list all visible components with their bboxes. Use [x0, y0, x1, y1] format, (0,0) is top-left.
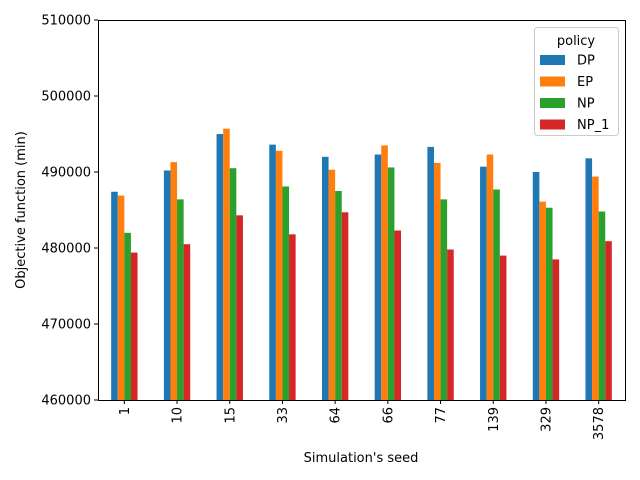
bar-np-seed-15: [229, 168, 237, 400]
bar-np-1-seed-66: [394, 230, 402, 400]
bar-dp-seed-329: [532, 172, 540, 400]
bar-np-seed-1: [124, 232, 131, 400]
x-tick-label: 77: [434, 407, 449, 424]
x-tick-label: 15: [223, 407, 238, 424]
bar-ep-seed-3578: [592, 176, 599, 400]
bar-ep-seed-10: [170, 162, 178, 400]
bar-np-1-seed-64: [341, 212, 349, 400]
legend-swatch-dp: [540, 55, 565, 65]
legend-label-dp: DP: [577, 54, 595, 69]
y-tick-label: 470000: [41, 318, 91, 333]
bar-np-seed-77: [440, 199, 448, 400]
x-tick-label: 3578: [592, 407, 607, 440]
bar-np-1-seed-33: [289, 234, 296, 400]
legend-frame: [534, 27, 619, 136]
legend-items: DP EP NP NP_1: [540, 54, 609, 133]
bar-dp-seed-139: [480, 166, 487, 400]
bar-np-1-seed-77: [447, 249, 454, 400]
legend-swatch-ep: [540, 76, 565, 87]
y-tick-label: 510000: [41, 14, 91, 29]
bar-np-1-seed-10: [183, 244, 191, 400]
legend-title: policy: [557, 34, 596, 49]
bar-np-seed-10: [177, 199, 184, 400]
plot-area-frame: [98, 20, 626, 401]
y-tick-label: 490000: [41, 166, 91, 181]
legend: policy DP EP NP NP_1: [534, 27, 619, 136]
bar-np-1-seed-15: [236, 215, 243, 400]
bar-dp-seed-10: [163, 170, 171, 400]
x-tick-label: 10: [171, 407, 186, 424]
bar-np-1-seed-139: [499, 255, 507, 400]
x-tick-label: 33: [276, 407, 291, 424]
y-axis: 460000 470000 480000 490000 500000 510000: [41, 14, 98, 409]
x-axis-label: Simulation's seed: [304, 451, 419, 466]
bar-np-seed-139: [493, 189, 500, 400]
x-axis: 1 10 15 33 64 66 77 139 329 3578: [118, 400, 607, 440]
bar-np-seed-33: [282, 186, 290, 400]
bar-dp-seed-33: [269, 144, 276, 400]
bar-dp-seed-15: [216, 134, 224, 400]
legend-label-np: NP: [577, 97, 595, 112]
bar-np-1-seed-1: [130, 252, 138, 400]
bar-np-1-seed-329: [552, 259, 560, 400]
bar-ep-seed-64: [328, 169, 336, 400]
bar-dp-seed-77: [427, 146, 434, 400]
legend-label-ep: EP: [577, 75, 593, 90]
y-tick-label: 460000: [41, 394, 91, 409]
bar-np-seed-64: [335, 191, 342, 400]
bar-ep-seed-139: [486, 154, 494, 400]
x-tick-label: 329: [539, 407, 554, 432]
bar-np-seed-329: [545, 207, 553, 400]
bar-dp-seed-66: [374, 154, 382, 400]
x-tick-label: 139: [487, 407, 502, 432]
bar-ep-seed-33: [275, 150, 283, 400]
bar-ep-seed-1: [117, 195, 125, 400]
bars-layer: [111, 128, 612, 400]
y-tick-label: 500000: [41, 90, 91, 105]
bar-ep-seed-77: [433, 162, 441, 400]
x-tick-label: 66: [381, 407, 396, 424]
bar-np-1-seed-3578: [605, 241, 612, 400]
legend-label-np-1: NP_1: [577, 118, 609, 133]
bar-dp-seed-64: [321, 156, 329, 400]
legend-swatch-np-1: [540, 119, 565, 130]
y-axis-label: Objective function (min): [14, 131, 29, 289]
bar-ep-seed-15: [223, 128, 230, 400]
bar-ep-seed-329: [539, 201, 546, 400]
bar-np-seed-3578: [598, 211, 606, 400]
bar-np-seed-66: [387, 167, 395, 400]
x-tick-label: 64: [329, 407, 344, 424]
bar-ep-seed-66: [381, 145, 388, 400]
y-tick-label: 480000: [41, 242, 91, 257]
bar-dp-seed-3578: [585, 158, 593, 400]
legend-swatch-np: [540, 98, 565, 108]
bar-dp-seed-1: [111, 191, 118, 400]
x-tick-label: 1: [118, 407, 133, 415]
